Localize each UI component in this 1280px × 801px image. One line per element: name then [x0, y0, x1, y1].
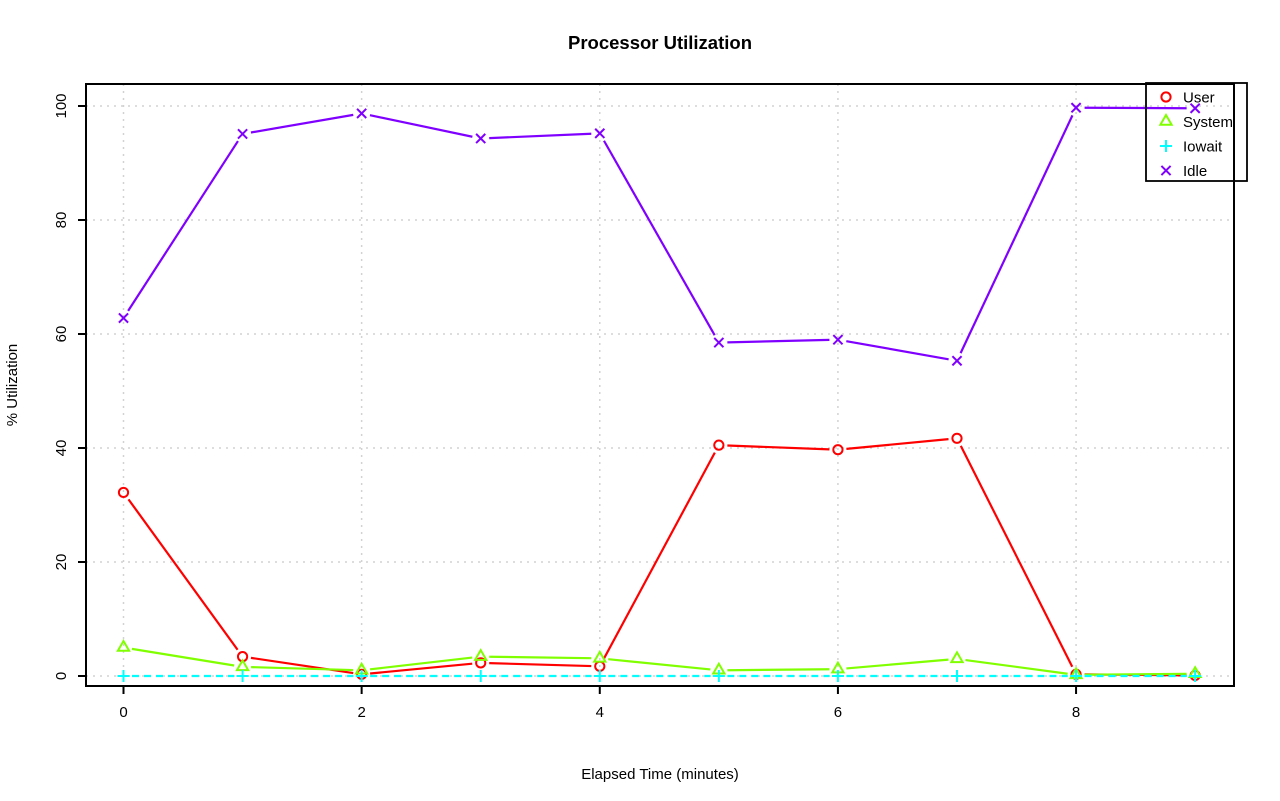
legend-label-system: System	[1183, 114, 1233, 131]
series-line-idle	[727, 338, 830, 344]
series-line-idle	[369, 114, 473, 138]
x-tick-label: 8	[1072, 704, 1080, 721]
legend-marker-iowait	[1160, 140, 1172, 152]
marker-idle	[1189, 102, 1201, 114]
legend-marker-idle	[1160, 165, 1172, 176]
series-iowait	[117, 670, 1202, 682]
marker-idle	[951, 355, 963, 367]
series-line-user	[127, 498, 239, 651]
series-line-idle	[250, 113, 354, 134]
marker-idle	[1070, 102, 1082, 114]
marker-iowait	[236, 670, 249, 682]
series-line-user	[727, 444, 830, 451]
legend-label-user: User	[1183, 90, 1215, 107]
y-tick-label: 40	[53, 440, 70, 457]
marker-idle	[594, 128, 606, 139]
series-line-system	[727, 668, 830, 672]
series-line-user	[369, 662, 473, 675]
series-line-system	[489, 655, 592, 660]
marker-user	[832, 444, 844, 456]
plot-border	[85, 83, 1235, 687]
series-line-system	[846, 658, 949, 670]
marker-idle	[356, 108, 367, 119]
y-tick-label: 60	[53, 326, 70, 343]
x-axis-label: Elapsed Time (minutes)	[581, 766, 739, 783]
marker-iowait	[1189, 670, 1202, 682]
series-line-system	[965, 658, 1068, 675]
x-tick-label: 2	[357, 704, 365, 721]
marker-user	[951, 432, 963, 444]
marker-idle	[832, 334, 844, 346]
x-tick-label: 6	[834, 704, 842, 721]
series-line-user	[959, 445, 1074, 668]
series-line-idle	[846, 340, 949, 361]
y-tick-label: 0	[53, 672, 70, 680]
series-line-user	[489, 662, 592, 668]
marker-user	[713, 439, 725, 451]
legend: User System Iowait Idle	[1145, 82, 1248, 182]
series-system	[116, 639, 1203, 680]
series-line-user	[846, 438, 949, 450]
marker-user	[117, 486, 130, 499]
legend-marker-user	[1160, 91, 1172, 103]
y-axis-label: % Utilization	[4, 344, 21, 427]
series-line-system	[608, 658, 711, 671]
series-idle	[118, 102, 1201, 367]
chart-title: Processor Utilization	[568, 32, 752, 53]
series-line-system	[369, 656, 473, 671]
series-line-idle	[959, 114, 1074, 354]
legend-box	[1145, 82, 1248, 182]
x-tick-label: 4	[596, 704, 604, 721]
marker-iowait	[950, 670, 963, 682]
marker-system	[473, 648, 489, 661]
series-line-user	[602, 452, 716, 660]
series-user	[117, 432, 1201, 682]
marker-iowait	[593, 670, 606, 682]
y-tick-label: 20	[53, 554, 70, 571]
x-tick-label: 0	[119, 704, 127, 721]
legend-label-iowait: Iowait	[1183, 139, 1223, 156]
marker-idle	[118, 312, 129, 324]
legend-label-idle: Idle	[1183, 163, 1207, 180]
marker-iowait	[712, 670, 725, 682]
marker-user	[475, 657, 487, 669]
legend-marker-system	[1158, 113, 1174, 126]
data-series	[116, 102, 1203, 682]
marker-iowait	[474, 670, 487, 682]
marker-idle	[475, 133, 487, 144]
marker-system	[592, 649, 608, 663]
series-line-user	[250, 656, 354, 675]
series-line-system	[251, 666, 354, 672]
series-line-idle	[127, 140, 239, 312]
y-tick-label: 100	[53, 93, 70, 118]
series-line-idle	[603, 140, 716, 336]
marker-iowait	[831, 670, 844, 682]
marker-idle	[237, 128, 248, 140]
series-line-idle	[489, 132, 592, 140]
marker-iowait	[1070, 670, 1083, 682]
marker-system	[116, 639, 131, 652]
marker-system	[235, 658, 250, 672]
series-line-system	[131, 647, 235, 667]
y-tick-label: 80	[53, 212, 70, 229]
marker-system	[949, 650, 965, 664]
marker-iowait	[355, 670, 368, 682]
marker-idle	[713, 337, 725, 348]
series-line-system	[1084, 672, 1187, 676]
gridlines	[86, 84, 1234, 686]
marker-iowait	[117, 670, 130, 682]
